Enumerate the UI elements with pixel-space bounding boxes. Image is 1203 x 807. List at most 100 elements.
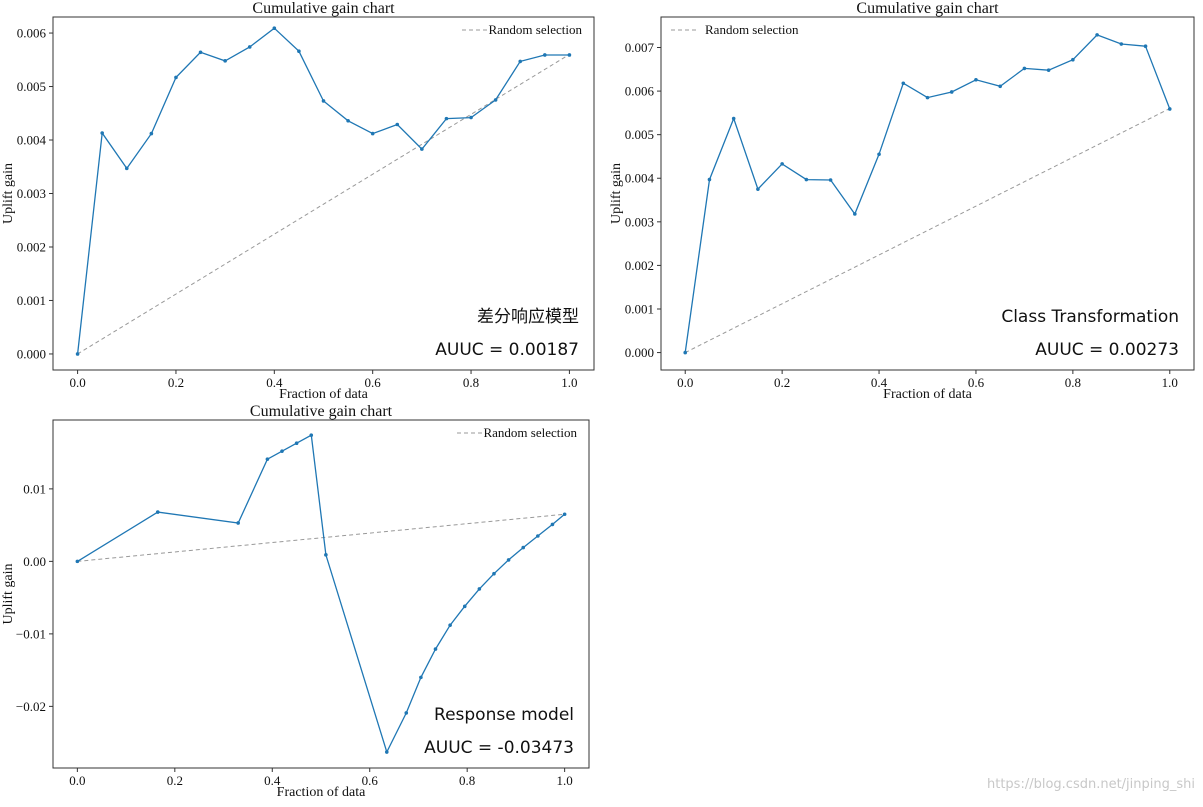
chart-3-x-tick-label: 1.0: [557, 773, 573, 788]
chart-2-x-tick-label: 0.4: [871, 375, 888, 390]
chart-1-model-name: 差分响应模型: [477, 307, 579, 327]
chart-3-data-point: [324, 553, 328, 557]
chart-1-data-point: [346, 118, 350, 123]
chart-2-model-name: Class Transformation: [1001, 307, 1179, 327]
chart-2-data-point: [683, 350, 688, 355]
chart-1-data-point: [469, 115, 473, 120]
chart-2-title: Cumulative gain chart: [856, 0, 999, 17]
chart-2-data-point: [756, 187, 760, 191]
chart-3-plot-frame: [52, 419, 590, 769]
chart-1-data-point: [321, 99, 326, 103]
chart-1-data-point: [223, 59, 227, 63]
chart-1-data-point: [149, 131, 154, 136]
chart-2-x-tick-label: 0.8: [1065, 375, 1081, 390]
chart-1-data-point: [100, 131, 104, 135]
chart-1-title: Cumulative gain chart: [252, 0, 395, 17]
chart-2-y-tick-label: 0.001: [625, 301, 654, 316]
chart-2-data-point: [853, 212, 857, 216]
chart-2-plot-frame: [660, 16, 1195, 371]
chart-3-y-tick-label: −0.02: [16, 699, 46, 714]
chart-3-data-point: [155, 510, 160, 514]
chart-panel-response-model: Cumulative gain chart 0.0 0.2 0.4 0.6 0.8 1.0 −…: [1, 403, 590, 800]
chart-2-x-tick-label: 0.6: [968, 375, 985, 390]
chart-1-data-point: [370, 131, 375, 136]
chart-1-auuc-label: AUUC = 0.00187: [435, 340, 579, 360]
chart-2-legend-label: Random selection: [705, 22, 799, 37]
chart-1-data-point: [543, 53, 547, 57]
chart-2-x-axis-label: Fraction of data: [883, 387, 972, 402]
chart-2-y-tick-label: 0.005: [625, 127, 654, 142]
chart-3-data-point: [265, 457, 270, 461]
chart-3-x-axis-label: Fraction of data: [277, 785, 366, 800]
chart-2-data-point: [828, 178, 833, 182]
chart-1-data-point: [124, 166, 129, 171]
chart-2-data-point: [804, 177, 809, 182]
chart-2-data-point: [707, 177, 712, 182]
chart-3-x-tick-label: 0.4: [264, 773, 281, 788]
chart-panel-class-transformation: Cumulative gain chart 0.0 0.2 0.4 0.6 0.8 1.0 0…: [609, 0, 1195, 402]
chart-1-data-point: [444, 116, 449, 121]
chart-2-y-tick-label: 0.000: [625, 345, 654, 360]
chart-1-y-axis-label: Uplift gain: [1, 163, 16, 224]
chart-2-x-tick-label: 0.0: [677, 375, 693, 390]
chart-2-y-tick-label: 0.006: [625, 84, 655, 99]
chart-1-data-point: [297, 49, 301, 54]
chart-1-x-tick-label: 0.2: [168, 375, 184, 390]
chart-1-x-tick-label: 0.0: [69, 375, 85, 390]
chart-2-data-point: [780, 162, 784, 166]
chart-3-data-point: [419, 675, 423, 680]
chart-3-y-axis-label: Uplift gain: [1, 563, 16, 624]
chart-2-auuc-label: AUUC = 0.00273: [1035, 340, 1179, 360]
chart-3-data-point: [562, 512, 567, 517]
chart-1-x-tick-label: 0.6: [365, 375, 382, 390]
chart-1-legend-label: Random selection: [488, 22, 582, 37]
chart-3-data-point: [404, 711, 409, 715]
chart-3-data-point: [521, 545, 526, 550]
chart-3-y-tick-label: −0.01: [16, 626, 46, 641]
chart-1-random-selection-line: [77, 54, 570, 355]
chart-panel-differential-response: Cumulative gain chart 0.0 0.2 0.4 0.6 0.8 1.0 0…: [1, 0, 595, 402]
chart-1-data-point: [567, 53, 572, 57]
chart-3-legend-label: Random selection: [483, 425, 577, 440]
chart-1-y-tick-label: 0.004: [17, 133, 47, 148]
chart-3-data-point: [536, 534, 540, 538]
chart-1-data-point: [75, 352, 80, 356]
chart-1-x-tick-label: 0.4: [266, 375, 283, 390]
chart-1-data-point: [395, 122, 400, 127]
chart-2-data-point: [925, 95, 930, 100]
chart-2-y-tick-label: 0.003: [625, 214, 654, 229]
chart-2-y-tick-label: 0.004: [625, 171, 655, 186]
chart-3-x-tick-label: 0.6: [362, 773, 379, 788]
chart-3-title: Cumulative gain chart: [250, 403, 393, 420]
chart-3-data-point: [462, 604, 467, 609]
chart-2-data-point: [949, 90, 954, 94]
chart-1-y-tick-label: 0.000: [17, 346, 46, 361]
chart-2-y-axis-label: Uplift gain: [609, 163, 624, 224]
chart-2-y-tick-label: 0.002: [625, 258, 654, 273]
chart-3-y-tick-label: 0.01: [23, 481, 46, 496]
chart-3-auuc-label: AUUC = -0.03473: [424, 738, 574, 758]
chart-2-uplift-line: [684, 34, 1171, 353]
chart-3-data-point: [236, 521, 240, 525]
chart-1-y-tick-label: 0.003: [17, 186, 46, 201]
chart-2-data-point: [974, 77, 978, 82]
chart-1-data-point: [518, 59, 523, 64]
chart-2-data-point: [1143, 44, 1148, 48]
chart-1-data-point: [420, 147, 424, 151]
chart-1-y-tick-label: 0.002: [17, 239, 46, 254]
chart-3-x-tick-label: 0.0: [69, 773, 85, 788]
chart-2-data-point: [1046, 68, 1051, 72]
chart-3-data-point: [309, 433, 314, 438]
chart-3-data-point: [75, 559, 80, 564]
chart-2-data-point: [877, 152, 881, 157]
chart-3-y-tick-label: 0.00: [23, 554, 46, 569]
chart-3-x-tick-label: 0.2: [167, 773, 183, 788]
chart-2-x-tick-label: 1.0: [1162, 375, 1178, 390]
chart-3-data-point: [550, 522, 555, 527]
chart-2-data-point: [1071, 57, 1075, 62]
chart-1-x-tick-label: 0.8: [463, 375, 479, 390]
chart-3-data-point: [294, 441, 299, 446]
chart-2-data-point: [998, 84, 1002, 89]
chart-1-y-tick-label: 0.005: [17, 79, 46, 94]
chart-3-data-point: [506, 558, 511, 562]
